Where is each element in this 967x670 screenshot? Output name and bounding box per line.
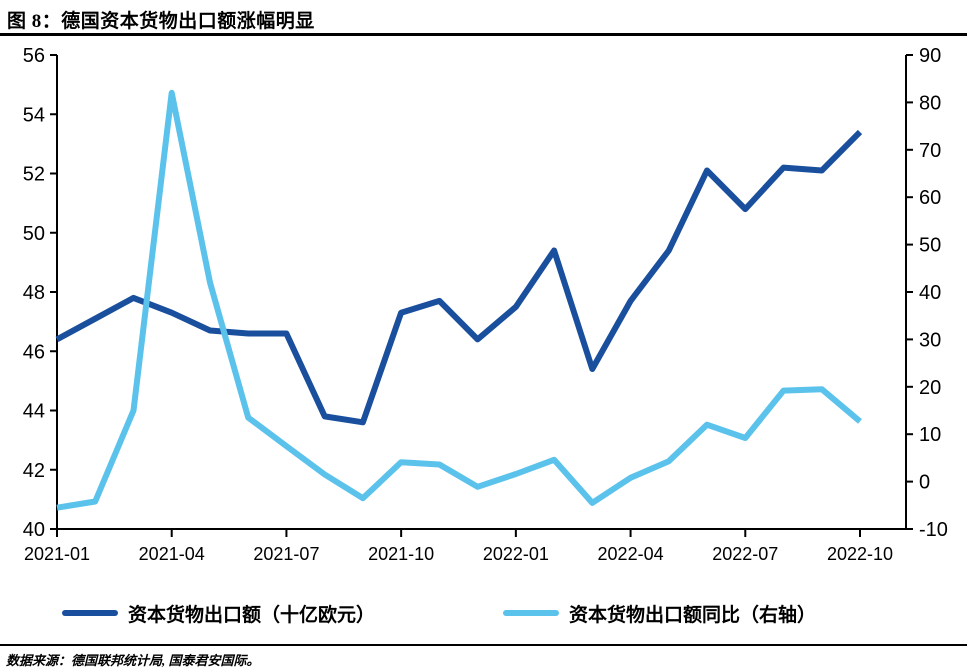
legend-swatch-yoy [503,610,560,616]
svg-text:50: 50 [23,223,45,245]
line-chart: 56 54 52 50 48 46 44 42 40 90 80 70 60 50 40 30 20 10 0 -10… [23,45,948,564]
svg-text:40: 40 [919,282,941,304]
svg-text:20: 20 [919,377,941,399]
legend-item-exports: 资本货物出口额（十亿欧元） [62,600,375,627]
svg-text:42: 42 [23,460,45,482]
svg-text:40: 40 [23,519,45,541]
svg-text:2021-04: 2021-04 [139,544,205,564]
svg-text:30: 30 [919,329,941,351]
svg-text:70: 70 [919,140,941,162]
svg-text:56: 56 [23,45,45,67]
svg-text:10: 10 [919,424,941,446]
svg-text:0: 0 [919,472,930,494]
svg-text:2022-01: 2022-01 [483,544,549,564]
svg-text:54: 54 [23,104,45,126]
svg-text:2021-01: 2021-01 [24,544,90,564]
svg-text:-10: -10 [919,519,948,541]
svg-text:60: 60 [919,187,941,209]
legend-item-yoy: 资本货物出口额同比（右轴） [503,600,816,627]
svg-text:50: 50 [919,235,941,257]
figure-title: 图 8：德国资本货物出口额涨幅明显 [7,11,315,32]
title-divider [0,33,967,36]
svg-text:2022-10: 2022-10 [827,544,893,564]
legend-label-yoy: 资本货物出口额同比（右轴） [569,604,817,626]
legend-swatch-exports [62,610,118,616]
svg-text:90: 90 [919,45,941,67]
svg-text:46: 46 [23,341,45,363]
data-source-note: 数据来源：德国联邦统计局, 国泰君安国际。 [6,653,260,668]
svg-text:2021-07: 2021-07 [253,544,319,564]
legend-label-exports: 资本货物出口额（十亿欧元） [128,604,376,626]
svg-text:2021-10: 2021-10 [368,544,434,564]
svg-text:52: 52 [23,164,45,186]
svg-text:2022-04: 2022-04 [598,544,664,564]
chart-legend: 资本货物出口额（十亿欧元） 资本货物出口额同比（右轴） [0,596,967,630]
svg-text:48: 48 [23,282,45,304]
svg-text:44: 44 [23,401,45,423]
svg-text:80: 80 [919,92,941,114]
footer-divider [0,644,967,646]
svg-text:2022-07: 2022-07 [712,544,778,564]
